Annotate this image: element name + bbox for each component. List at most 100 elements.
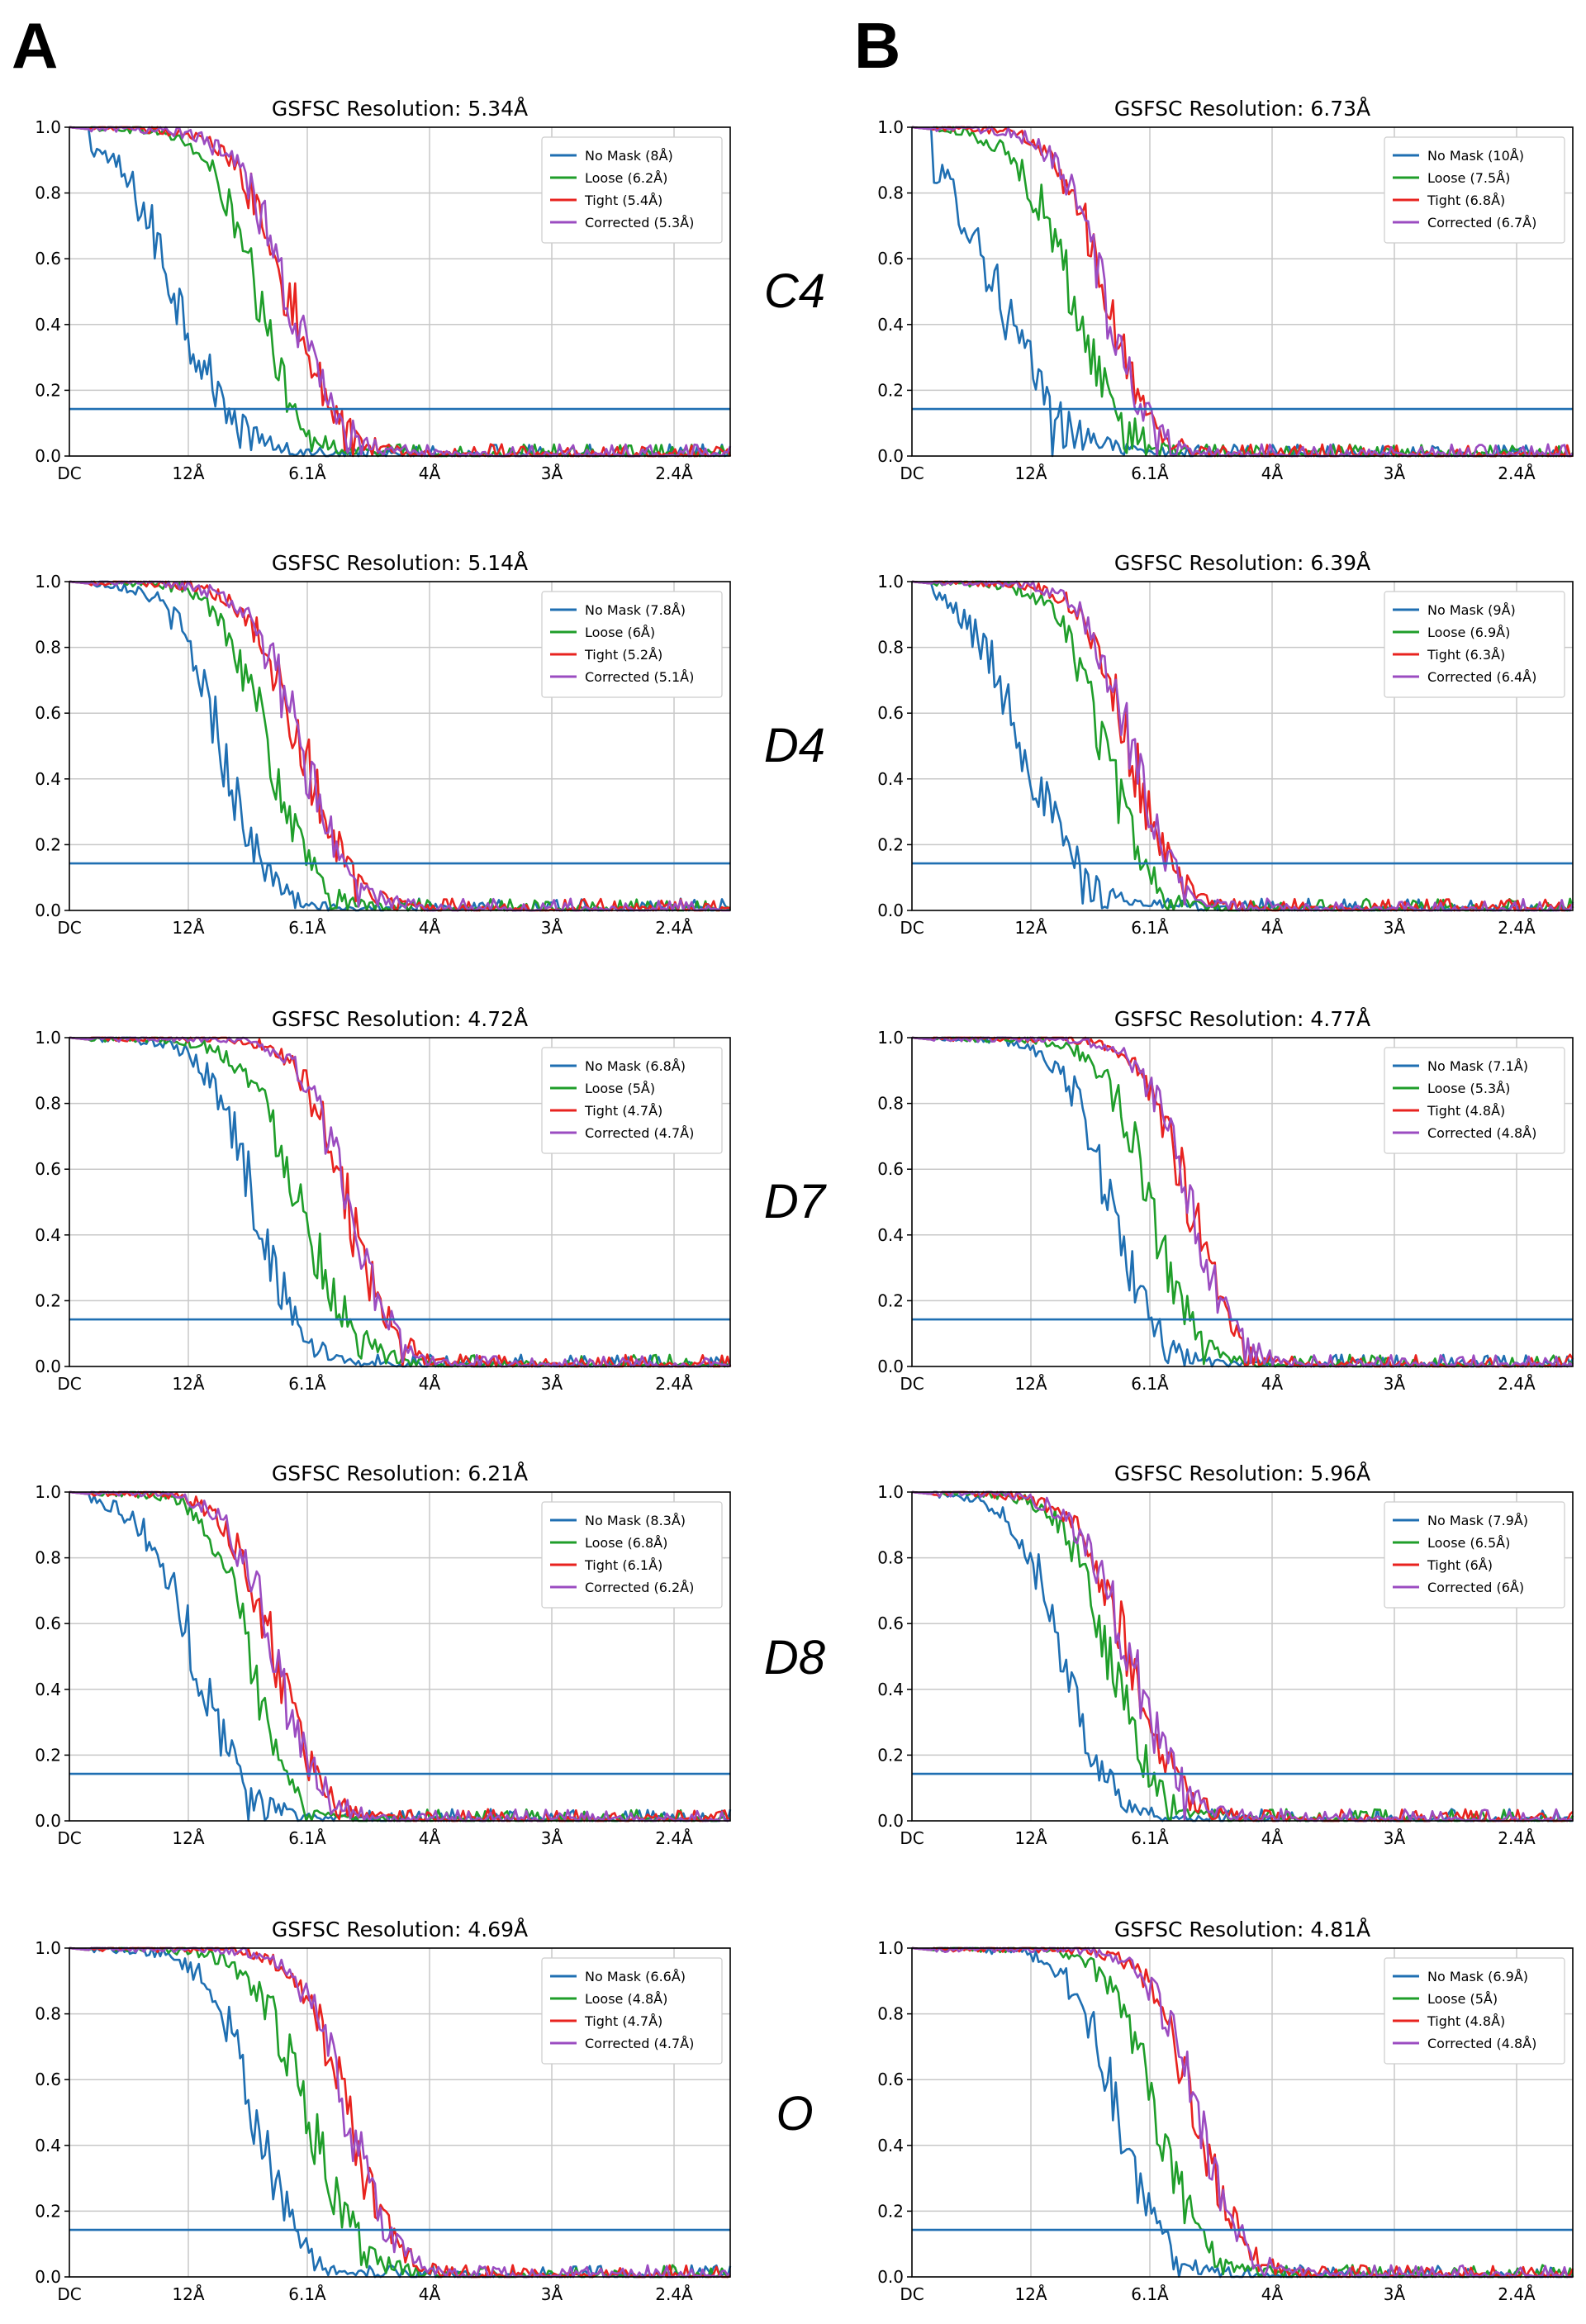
x-tick-label: 6.1Å [1131, 463, 1169, 483]
legend-entry: No Mask (7.1Å) [1427, 1058, 1528, 1074]
row-label-o: O [776, 2087, 813, 2141]
x-tick-label: 12Å [1014, 1374, 1047, 1394]
series-line-loose [911, 1036, 1574, 1368]
legend-entry: Tight (6.1Å) [584, 1557, 662, 1573]
row-label-d7: D7 [764, 1175, 828, 1229]
legend: No Mask (10Å) Loose (7.5Å) Tight (6.8Å) Cor… [1384, 136, 1565, 244]
legend-entry: Corrected (4.8Å) [1427, 2036, 1536, 2051]
y-tick-label: 0.6 [35, 1159, 61, 1179]
plot-title: GSFSC Resolution: 4.77Å [1114, 1007, 1370, 1031]
plot-frame [911, 581, 1574, 911]
legend-box [541, 591, 723, 698]
x-tick-label: 4Å [419, 1374, 441, 1394]
y-tick-label: 0.2 [35, 1745, 61, 1765]
y-tick-label: 0.2 [877, 2201, 904, 2221]
series-line-corrected [911, 1490, 1574, 1823]
x-tick-label: 4Å [1261, 1828, 1284, 1848]
x-tick-label: 6.1Å [1131, 918, 1169, 938]
y-tick-label: 0.0 [35, 1357, 61, 1376]
x-tick-label: DC [57, 463, 81, 483]
legend-entry: No Mask (8.3Å) [585, 1513, 686, 1528]
legend-entry: Corrected (4.7Å) [585, 2036, 694, 2051]
legend-entry: No Mask (7.9Å) [1427, 1513, 1528, 1528]
x-tick-label: DC [900, 918, 924, 938]
x-tick-label: 6.1Å [1131, 1374, 1169, 1394]
legend-entry: Loose (4.8Å) [585, 1991, 667, 2007]
x-tick-label: DC [57, 1374, 81, 1394]
x-tick-label: 3Å [541, 463, 563, 483]
legend-entry: Loose (6.5Å) [1427, 1535, 1510, 1551]
legend-entry: Tight (5.4Å) [584, 192, 662, 208]
legend-entry: Loose (6Å) [585, 625, 655, 640]
y-tick-label: 0.4 [35, 315, 61, 335]
legend-entry: Corrected (6Å) [1427, 1580, 1524, 1595]
y-tick-label: 0.4 [877, 769, 904, 789]
series-line-no-mask [69, 1036, 732, 1368]
legend-entry: Tight (5.2Å) [584, 647, 662, 663]
x-tick-label: 4Å [1261, 918, 1284, 938]
y-tick-label: 0.0 [35, 901, 61, 920]
x-tick-label: 3Å [541, 1374, 563, 1394]
y-tick-label: 0.0 [35, 2267, 61, 2287]
legend-entry: Tight (6Å) [1427, 1557, 1493, 1573]
x-tick-label: 12Å [172, 463, 204, 483]
x-tick-label: 2.4Å [1498, 2284, 1536, 2304]
x-tick-label: DC [57, 1828, 81, 1848]
x-tick-label: 6.1Å [288, 1374, 326, 1394]
legend-entry: Tight (4.7Å) [584, 2013, 662, 2029]
y-tick-label: 0.0 [877, 2267, 904, 2287]
y-tick-label: 0.6 [35, 2070, 61, 2089]
y-tick-label: 0.2 [35, 2201, 61, 2221]
x-tick-label: DC [900, 463, 924, 483]
y-tick-label: 0.6 [35, 703, 61, 723]
x-tick-label: 4Å [419, 463, 441, 483]
y-tick-label: 0.0 [877, 1357, 904, 1376]
legend-entry: Loose (7.5Å) [1427, 170, 1510, 186]
x-tick-label: 12Å [1014, 1828, 1047, 1848]
fsc-plot: GSFSC Resolution: 5.96Å DC 12Å 6.1Å 4Å 3Å 2.4Å… [877, 1461, 1574, 1848]
y-tick-label: 0.4 [35, 2136, 61, 2155]
x-tick-label: 2.4Å [1498, 1374, 1536, 1394]
legend-entry: Loose (5.3Å) [1427, 1081, 1510, 1096]
legend: No Mask (7.1Å) Loose (5.3Å) Tight (4.8Å) Co… [1384, 1047, 1565, 1154]
legend-entry: No Mask (9Å) [1427, 602, 1516, 618]
x-tick-label: 6.1Å [1131, 2284, 1169, 2304]
y-tick-label: 0.2 [877, 380, 904, 400]
x-tick-label: 2.4Å [1498, 918, 1536, 938]
series-line-corrected [911, 1036, 1574, 1368]
legend-entry: Loose (5Å) [585, 1081, 655, 1096]
y-tick-label: 1.0 [35, 117, 61, 137]
panel-label-a: A [12, 9, 58, 82]
y-tick-label: 0.2 [35, 1290, 61, 1310]
x-tick-label: 4Å [1261, 1374, 1284, 1394]
y-tick-label: 0.2 [35, 834, 61, 854]
legend-entry: No Mask (6.9Å) [1427, 1969, 1528, 1984]
y-tick-label: 0.4 [877, 1225, 904, 1245]
legend-entry: No Mask (8Å) [585, 148, 673, 164]
x-tick-label: 3Å [541, 1828, 563, 1848]
x-tick-label: 4Å [1261, 2284, 1284, 2304]
x-tick-label: 4Å [419, 918, 441, 938]
y-tick-label: 1.0 [35, 572, 61, 592]
y-tick-label: 0.6 [877, 1159, 904, 1179]
legend: No Mask (6.8Å) Loose (5Å) Tight (4.7Å) Corr… [541, 1047, 723, 1154]
legend-entry: Corrected (6.7Å) [1427, 215, 1536, 230]
y-tick-label: 0.2 [877, 1745, 904, 1765]
legend-entry: Loose (6.2Å) [585, 170, 667, 186]
y-tick-label: 0.8 [877, 1548, 904, 1568]
x-tick-label: 2.4Å [655, 1374, 693, 1394]
x-tick-label: DC [57, 2284, 81, 2304]
legend-box [1384, 1957, 1565, 2065]
x-tick-label: DC [57, 918, 81, 938]
x-tick-label: 12Å [1014, 463, 1047, 483]
plot-title: GSFSC Resolution: 4.69Å [272, 1918, 528, 1941]
x-tick-label: 2.4Å [1498, 1828, 1536, 1848]
plot-frame [69, 1947, 731, 2278]
y-tick-label: 0.6 [877, 1613, 904, 1633]
y-tick-label: 0.2 [877, 834, 904, 854]
legend: No Mask (8Å) Loose (6.2Å) Tight (5.4Å) Corr… [541, 136, 723, 244]
legend-box [541, 136, 723, 244]
legend: No Mask (6.9Å) Loose (5Å) Tight (4.8Å) Corr… [1384, 1957, 1565, 2065]
legend-entry: Tight (4.8Å) [1427, 1103, 1505, 1119]
